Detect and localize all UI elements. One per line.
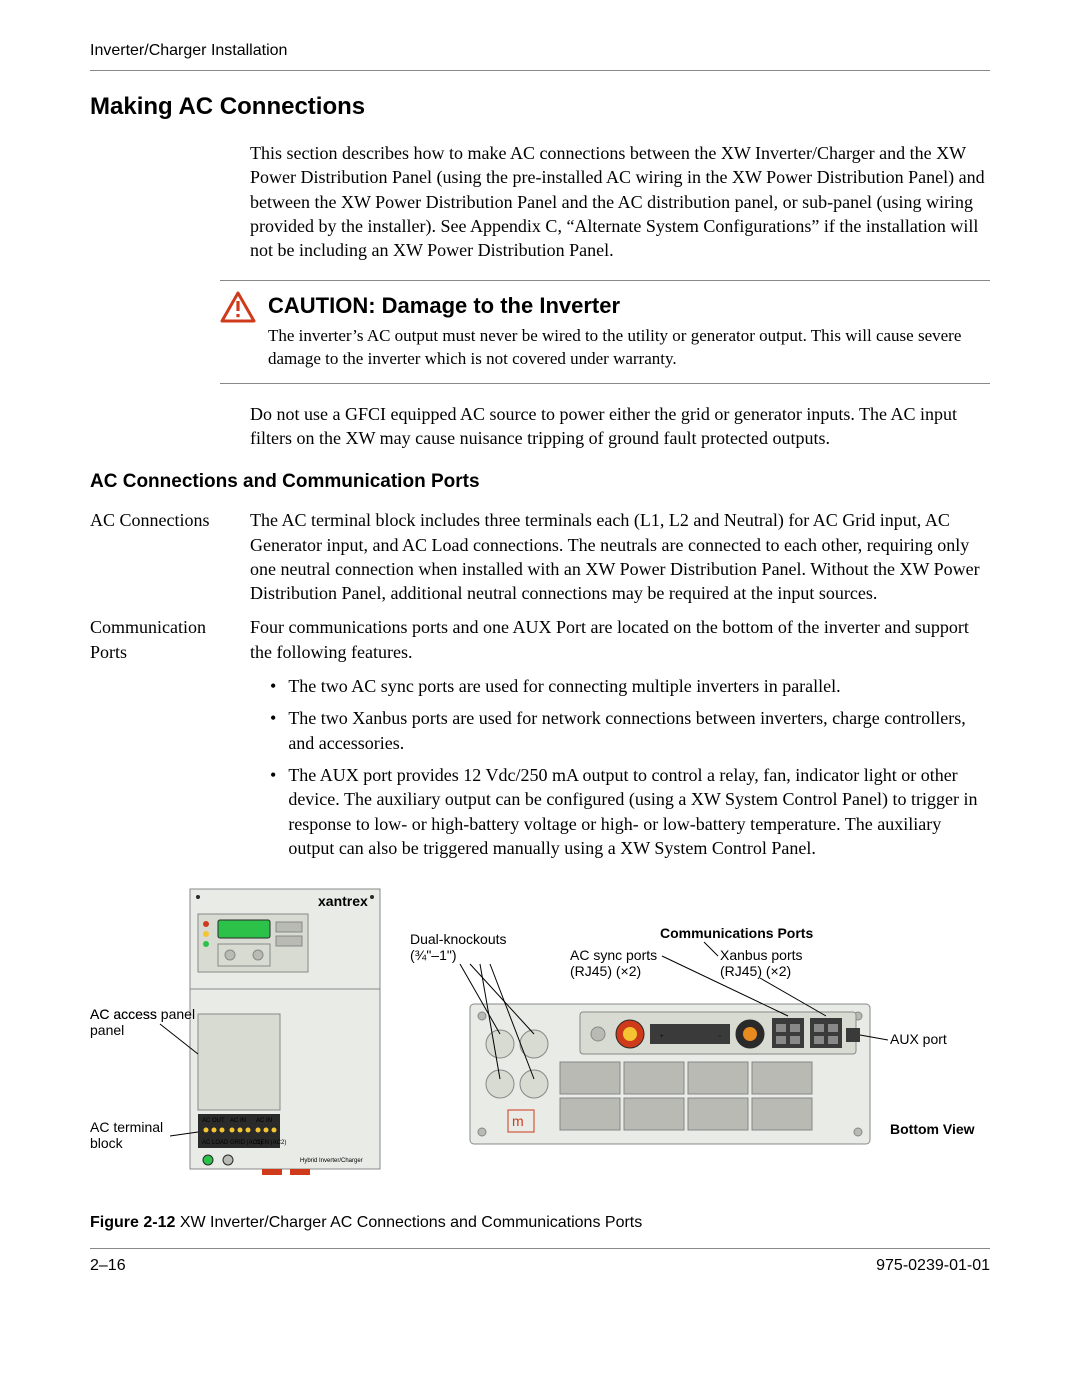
def-ac-connections: AC Connections The AC terminal block inc… <box>90 508 990 605</box>
caution-body: The inverter’s AC output must never be w… <box>268 325 990 371</box>
gfci-note: Do not use a GFCI equipped AC source to … <box>250 402 990 451</box>
list-item: •The two AC sync ports are used for conn… <box>270 674 990 698</box>
def-term: Communication Ports <box>90 615 230 664</box>
caution-title: CAUTION: Damage to the Inverter <box>268 291 990 321</box>
caution-block: CAUTION: Damage to the Inverter The inve… <box>220 280 990 384</box>
svg-text:AUX port: AUX port <box>890 1031 947 1047</box>
header-rule <box>90 70 990 71</box>
caution-icon <box>220 291 256 329</box>
svg-text:(RJ45) (×2): (RJ45) (×2) <box>720 963 791 979</box>
svg-text:AC LOAD: AC LOAD <box>202 1140 229 1146</box>
list-item: •The AUX port provides 12 Vdc/250 mA out… <box>270 763 990 860</box>
bullet-list: •The two AC sync ports are used for conn… <box>270 674 990 860</box>
brand-label: xantrex <box>318 893 368 909</box>
svg-text:Communications Ports: Communications Ports <box>660 925 813 941</box>
front-view: xantrex AC OUT AC IN AC IN AC LOAD GRID … <box>190 889 380 1175</box>
svg-text:(¾"–1"): (¾"–1") <box>410 947 457 963</box>
svg-text:m: m <box>512 1113 524 1129</box>
document-number: 975-0239-01-01 <box>876 1255 990 1277</box>
svg-text:(RJ45) (×2): (RJ45) (×2) <box>570 963 641 979</box>
svg-text:AC IN: AC IN <box>256 1118 272 1124</box>
bullet-text: The two Xanbus ports are used for networ… <box>288 706 990 755</box>
bottom-view: + − <box>470 1004 870 1144</box>
section-intro: This section describes how to make AC co… <box>250 141 990 262</box>
figure-caption: Figure 2-12 XW Inverter/Charger AC Conne… <box>90 1212 990 1234</box>
page-number: 2–16 <box>90 1255 126 1277</box>
breadcrumb: Inverter/Charger Installation <box>90 40 990 62</box>
svg-text:Dual-knockouts: Dual-knockouts <box>410 931 507 947</box>
svg-text:Xanbus ports: Xanbus ports <box>720 947 803 963</box>
section-title: Making AC Connections <box>90 91 990 123</box>
def-comm-ports: Communication Ports Four communications … <box>90 615 990 664</box>
svg-text:GEN (AC2): GEN (AC2) <box>256 1140 286 1146</box>
svg-text:AC OUT: AC OUT <box>202 1118 225 1124</box>
def-term: AC Connections <box>90 508 230 605</box>
def-body: Four communications ports and one AUX Po… <box>250 615 990 664</box>
svg-text:Hybrid Inverter/Charger: Hybrid Inverter/Charger <box>300 1158 363 1164</box>
svg-text:AC access: AC access <box>90 1006 157 1022</box>
figure: xantrex AC OUT AC IN AC IN AC LOAD GRID … <box>90 884 990 1234</box>
svg-text:panel: panel <box>90 1022 124 1038</box>
figure-caption-text: XW Inverter/Charger AC Connections and C… <box>180 1214 642 1231</box>
svg-text:Bottom View: Bottom View <box>890 1121 975 1137</box>
list-item: •The two Xanbus ports are used for netwo… <box>270 706 990 755</box>
bullet-text: The two AC sync ports are used for conne… <box>288 674 840 698</box>
def-body: The AC terminal block includes three ter… <box>250 508 990 605</box>
bullet-text: The AUX port provides 12 Vdc/250 mA outp… <box>288 763 990 860</box>
page-footer: 2–16 975-0239-01-01 <box>90 1255 990 1277</box>
subsection-title: AC Connections and Communication Ports <box>90 469 990 495</box>
svg-text:AC sync ports: AC sync ports <box>570 947 657 963</box>
svg-text:+: + <box>660 1034 664 1040</box>
svg-text:AC IN: AC IN <box>230 1118 246 1124</box>
svg-text:AC terminal: AC terminal <box>90 1119 163 1135</box>
footer-rule <box>90 1248 990 1249</box>
figure-number: Figure 2-12 <box>90 1214 175 1231</box>
svg-text:−: − <box>718 1034 722 1040</box>
svg-text:block: block <box>90 1135 124 1151</box>
